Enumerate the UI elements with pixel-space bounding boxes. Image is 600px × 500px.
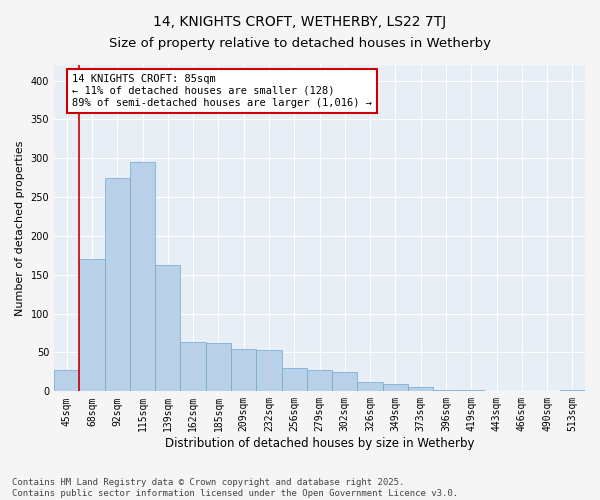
Bar <box>332 372 358 392</box>
Bar <box>231 350 256 392</box>
X-axis label: Distribution of detached houses by size in Wetherby: Distribution of detached houses by size … <box>165 437 474 450</box>
Bar <box>206 343 231 392</box>
Bar <box>484 390 509 392</box>
Y-axis label: Number of detached properties: Number of detached properties <box>15 140 25 316</box>
Bar <box>509 390 535 392</box>
Text: 14 KNIGHTS CROFT: 85sqm
← 11% of detached houses are smaller (128)
89% of semi-d: 14 KNIGHTS CROFT: 85sqm ← 11% of detache… <box>72 74 372 108</box>
Text: Size of property relative to detached houses in Wetherby: Size of property relative to detached ho… <box>109 38 491 51</box>
Bar <box>408 386 433 392</box>
Bar <box>307 370 332 392</box>
Bar <box>535 390 560 392</box>
Bar <box>155 266 181 392</box>
Bar <box>281 368 307 392</box>
Bar <box>130 162 155 392</box>
Bar <box>256 350 281 392</box>
Bar <box>383 384 408 392</box>
Bar <box>79 259 104 392</box>
Bar <box>181 342 206 392</box>
Bar <box>104 178 130 392</box>
Bar <box>560 390 585 392</box>
Text: Contains HM Land Registry data © Crown copyright and database right 2025.
Contai: Contains HM Land Registry data © Crown c… <box>12 478 458 498</box>
Bar <box>358 382 383 392</box>
Bar <box>54 370 79 392</box>
Text: 14, KNIGHTS CROFT, WETHERBY, LS22 7TJ: 14, KNIGHTS CROFT, WETHERBY, LS22 7TJ <box>154 15 446 29</box>
Bar <box>458 390 484 392</box>
Bar <box>433 390 458 392</box>
